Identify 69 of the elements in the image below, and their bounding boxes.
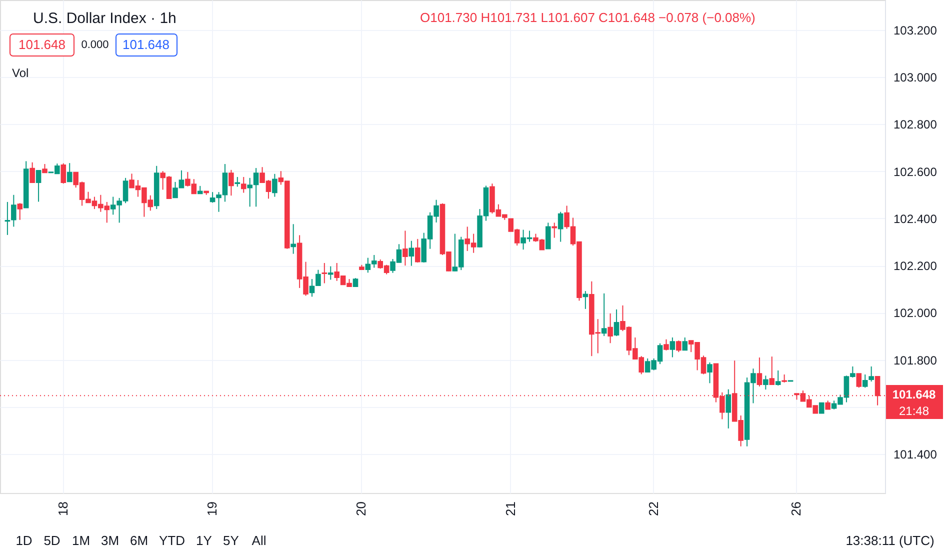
annotation: 101.648	[18, 37, 66, 52]
candlestick	[608, 312, 613, 344]
y-tick-label: 103.200	[894, 23, 938, 38]
text: 5D	[44, 533, 60, 548]
text: 5Y	[223, 533, 240, 548]
annotation: O101.730 H101.731 L101.607 C101.648 −0.078 (−0.08%)	[420, 10, 756, 25]
y-tick-label: 101.400	[894, 448, 938, 462]
text: 1D	[16, 533, 32, 548]
text: 21:48	[898, 404, 930, 418]
candlestick	[862, 374, 868, 388]
text: All	[252, 533, 266, 548]
candlestick	[868, 366, 874, 382]
text: 1Y	[196, 533, 212, 548]
candlestick	[582, 290, 588, 310]
candlestick	[756, 356, 762, 387]
candlestick	[290, 224, 296, 254]
candlestick	[726, 388, 732, 429]
candlestick	[707, 362, 712, 384]
text: 6M	[130, 533, 148, 548]
candlestick	[322, 262, 328, 284]
candlestick	[328, 266, 334, 280]
candlestick	[601, 292, 607, 337]
candlestick	[769, 356, 775, 386]
candlestick	[676, 340, 682, 353]
candlestick	[272, 173, 278, 198]
candlestick	[775, 370, 781, 386]
candlestick	[408, 240, 414, 266]
candlestick	[60, 162, 66, 184]
y-tick-label: 103.000	[894, 70, 938, 85]
x-tick-label: 22	[646, 502, 661, 516]
candlestick	[17, 202, 23, 220]
candlestick	[234, 176, 240, 188]
y-tick-label: 101.800	[894, 353, 938, 368]
ref-line-label: 101.648	[892, 388, 936, 402]
y-tick-label: 102.400	[894, 212, 938, 226]
text: 1M	[72, 533, 90, 548]
candlestick	[558, 211, 564, 242]
annotation: 0.000	[81, 39, 109, 51]
candlestick	[614, 308, 620, 337]
candlestick	[670, 336, 676, 358]
candlestick	[30, 162, 35, 184]
candlestick	[414, 238, 420, 264]
candlestick	[763, 375, 768, 390]
candlestick	[552, 222, 558, 238]
x-tick-label: 21	[502, 502, 518, 516]
candlestick	[818, 402, 824, 414]
candlestick	[36, 170, 42, 202]
text: 13:38:11 (UTC)	[846, 533, 934, 548]
annotation: Vol	[12, 66, 29, 80]
candlestick	[402, 230, 408, 266]
x-tick-label: 18	[55, 502, 70, 516]
candlestick	[856, 373, 862, 388]
candlestick	[228, 169, 234, 196]
text: 3M	[100, 533, 120, 548]
y-tick-label: 102.000	[894, 306, 938, 320]
x-tick-label: 26	[788, 502, 804, 516]
y-tick-label: 102.800	[894, 118, 938, 132]
candlestick	[664, 338, 669, 351]
y-tick-label: 102.200	[894, 259, 938, 274]
annotation: 101.648	[122, 37, 170, 52]
x-tick-label: 19	[204, 502, 220, 516]
x-tick-label: 20	[354, 502, 369, 516]
y-tick-label: 102.600	[894, 164, 938, 179]
candlestick	[240, 176, 246, 194]
text: U.S. Dollar Index · 1h	[33, 10, 176, 27]
text: YTD	[159, 533, 185, 548]
candlestick	[546, 222, 551, 250]
candlestick	[66, 162, 72, 182]
candlestick	[682, 336, 688, 351]
